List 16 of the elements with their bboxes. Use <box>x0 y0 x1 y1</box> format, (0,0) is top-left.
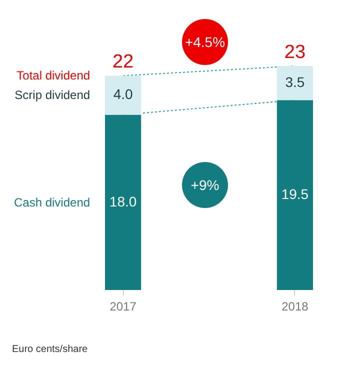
data-label: 18.0 <box>109 193 137 210</box>
series-label: Cash dividend <box>14 195 90 210</box>
bar <box>105 76 142 115</box>
data-label: 4.0 <box>113 86 133 102</box>
data-label: 19.5 <box>281 186 309 202</box>
total-label: 22 <box>112 52 134 73</box>
data-label: 3.5 <box>285 74 305 90</box>
bar <box>105 114 142 290</box>
series-label: Scrip dividend <box>14 88 90 102</box>
bar <box>276 66 313 100</box>
x-tick-label: 2017 <box>110 300 137 314</box>
bar <box>276 100 313 290</box>
text: Euro cents/share <box>12 344 88 355</box>
annotation: Total dividend <box>16 68 90 83</box>
x-tick-label: 2018 <box>282 300 309 314</box>
total-label: 23 <box>284 42 306 63</box>
